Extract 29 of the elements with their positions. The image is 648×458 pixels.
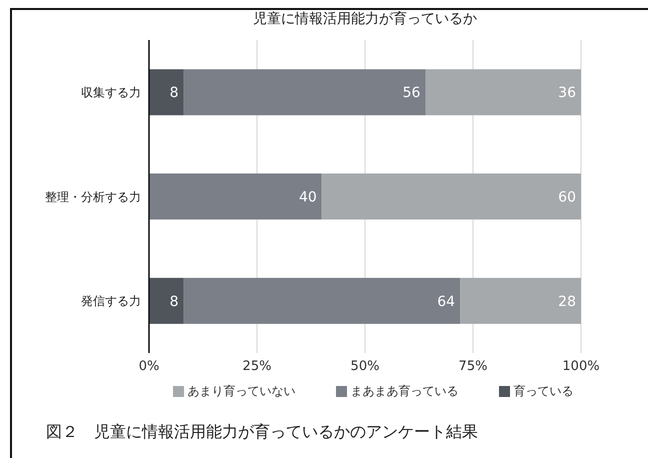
y-tick-label: 発信する力 — [81, 294, 141, 308]
caption: 図２ 児童に情報活用能力が育っているかのアンケート結果 — [46, 422, 478, 443]
bar — [184, 278, 460, 324]
data-label: 64 — [437, 294, 456, 310]
x-tick-label: 25% — [242, 359, 272, 374]
x-tick-label: 0% — [138, 359, 160, 374]
chart-title: 児童に情報活用能力が育っているか — [252, 10, 478, 28]
x-tick-label: 50% — [350, 359, 380, 374]
data-label: 60 — [558, 190, 576, 206]
legend-label: まあまあ育っている — [350, 384, 458, 398]
bar — [184, 69, 426, 116]
data-label: 8 — [170, 85, 179, 102]
data-label: 40 — [298, 190, 317, 206]
data-label: 56 — [402, 85, 421, 102]
bar — [149, 278, 184, 324]
y-tick-label: 収集する力 — [81, 85, 141, 100]
y-tick-label: 整理・分析する力 — [45, 190, 141, 204]
data-label: 36 — [558, 85, 576, 102]
bar — [460, 278, 581, 324]
bar — [425, 69, 581, 116]
bar — [322, 174, 581, 220]
bar — [149, 69, 184, 116]
bar — [149, 174, 322, 220]
x-tick-label: 75% — [458, 359, 488, 374]
data-label: 8 — [170, 294, 179, 310]
legend-label: あまり育っていない — [188, 384, 296, 398]
data-label: 28 — [558, 294, 576, 310]
x-tick-label: 100% — [562, 359, 600, 374]
legend-label: 育っている — [514, 384, 574, 398]
